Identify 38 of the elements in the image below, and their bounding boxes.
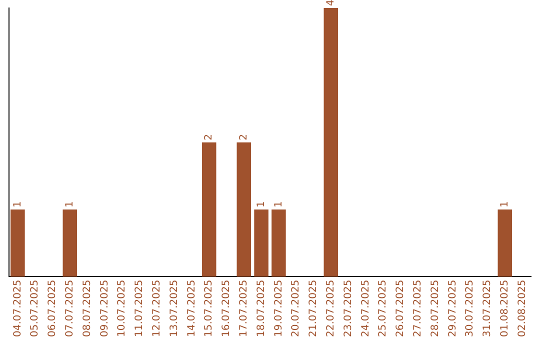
x-tick-label: 28.07.2025 [430, 280, 441, 338]
x-tick-label: 29.07.2025 [447, 280, 458, 338]
x-tick-label: 04.07.2025 [12, 280, 24, 338]
x-tick-label: 24.07.2025 [360, 280, 372, 338]
x-tick-label: 17.07.2025 [238, 280, 250, 338]
x-tick-label: 02.08.2025 [516, 280, 528, 338]
x-tick-label: 13.07.2025 [168, 280, 180, 338]
data-label: 2 [204, 134, 215, 140]
data-label: 1 [256, 201, 267, 208]
x-tick-label: 06.07.2025 [47, 280, 58, 338]
data-label: 1 [64, 201, 76, 208]
x-tick-label: 10.07.2025 [116, 280, 128, 338]
x-tick-label: 30.07.2025 [464, 280, 476, 338]
x-tick-label: 14.07.2025 [186, 280, 198, 338]
x-tick-label: 05.07.2025 [30, 280, 41, 338]
x-tick-label: 31.07.2025 [482, 280, 494, 338]
x-tick-label: 27.07.2025 [412, 280, 424, 338]
data-label: 1 [499, 201, 510, 208]
x-tick-label: 26.07.2025 [395, 280, 406, 338]
data-label: 1 [273, 201, 284, 208]
x-tick-label: 19.07.2025 [273, 280, 284, 338]
x-tick-label: 25.07.2025 [378, 280, 389, 338]
data-label: 1 [12, 201, 24, 208]
x-tick-label: 23.07.2025 [342, 280, 354, 338]
x-tick-label: 08.07.2025 [82, 280, 93, 338]
x-tick-label: 22.07.2025 [325, 280, 336, 338]
x-tick-label: 07.07.2025 [64, 280, 76, 338]
x-tick-label: 21.07.2025 [308, 280, 320, 338]
x-tick-label: 20.07.2025 [290, 280, 302, 338]
data-label: 2 [238, 134, 250, 140]
x-tick-label: 01.08.2025 [499, 280, 510, 338]
data-label: 4 [325, 0, 336, 6]
x-tick-label: 11.07.2025 [134, 280, 146, 338]
x-tick-label: 12.07.2025 [151, 280, 162, 338]
x-tick-label: 15.07.2025 [204, 280, 215, 338]
x-tick-label: 09.07.2025 [99, 280, 110, 338]
x-tick-label: 18.07.2025 [256, 280, 267, 338]
x-tick-label: 16.07.2025 [221, 280, 232, 338]
